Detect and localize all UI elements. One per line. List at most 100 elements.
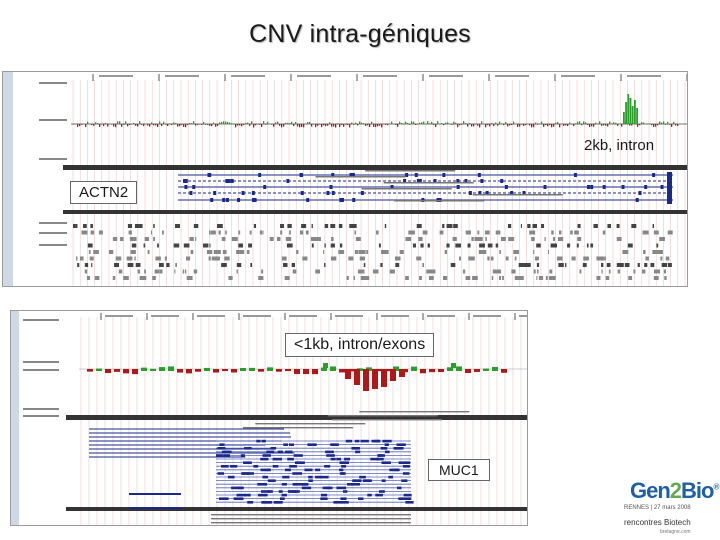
cgh-probe-bar bbox=[221, 121, 223, 125]
cgh-probe-bar bbox=[347, 124, 349, 126]
repeat-element bbox=[73, 224, 76, 228]
ruler-label-smudge bbox=[363, 75, 397, 77]
cgh-probe-bar bbox=[253, 124, 255, 128]
cgh-probe-bar bbox=[393, 123, 395, 125]
cgh-probe-bar bbox=[379, 124, 381, 126]
repeat-element bbox=[253, 224, 257, 228]
repeat-element bbox=[175, 263, 177, 267]
exon-block bbox=[342, 490, 348, 493]
repeat-element bbox=[622, 250, 628, 254]
cgh-probe-bar bbox=[213, 369, 219, 373]
repeat-element bbox=[302, 256, 308, 261]
cgh-probe-bar bbox=[141, 124, 143, 125]
exon-block bbox=[416, 179, 420, 183]
exon-block bbox=[359, 475, 366, 479]
cgh-probe-bar bbox=[511, 124, 513, 125]
repeat-element bbox=[643, 250, 646, 254]
ruler-label-smudge bbox=[105, 315, 133, 317]
repeat-element bbox=[324, 263, 326, 267]
exon-block bbox=[208, 173, 212, 177]
repeat-element bbox=[315, 269, 321, 274]
repeat-element bbox=[175, 224, 180, 228]
repeat-element bbox=[173, 243, 180, 248]
exon-block bbox=[382, 439, 392, 443]
cgh-probe-bar bbox=[315, 124, 317, 128]
cgh-probe-bar bbox=[161, 124, 163, 127]
cgh-gain-peak-bar bbox=[627, 94, 630, 124]
cgh-probe-bar bbox=[581, 124, 583, 126]
cgh-probe-bar bbox=[227, 121, 229, 125]
cgh-probe-bar bbox=[621, 124, 623, 127]
cgh-probe-bar bbox=[637, 124, 639, 127]
repeat-element bbox=[439, 230, 444, 235]
cgh-probe-bar bbox=[276, 369, 282, 372]
cgh-probe-bar bbox=[181, 124, 183, 125]
repeat-element bbox=[193, 269, 198, 274]
repeat-element bbox=[214, 256, 220, 261]
exon-block bbox=[192, 185, 196, 189]
repeat-element bbox=[236, 263, 242, 267]
exon-block bbox=[478, 191, 482, 195]
repeat-element bbox=[652, 250, 658, 254]
exon-block bbox=[331, 191, 335, 195]
cgh-probe-bar bbox=[313, 124, 315, 125]
cgh-probe-bar bbox=[240, 368, 246, 371]
cgh-probe-bar bbox=[225, 121, 227, 125]
repeat-element bbox=[354, 250, 358, 254]
cgh-probe-bar bbox=[215, 124, 217, 127]
repeat-element bbox=[258, 276, 264, 280]
repeat-element bbox=[222, 250, 227, 254]
cgh-probe-bar bbox=[81, 124, 83, 125]
cgh-probe-bar bbox=[339, 369, 345, 373]
cgh-probe-bar bbox=[291, 121, 293, 125]
cgh-probe-bar bbox=[461, 124, 463, 125]
cgh-probe-bar bbox=[211, 124, 213, 127]
cgh-probe-bar bbox=[85, 124, 87, 128]
cgh-probe-bar bbox=[417, 124, 419, 125]
exon-block bbox=[456, 185, 460, 189]
exon-block bbox=[233, 497, 244, 500]
cgh-probe-bar bbox=[456, 366, 462, 371]
cgh-probe-bar bbox=[407, 122, 409, 125]
repeat-element bbox=[127, 224, 133, 228]
cgh-probe-bar bbox=[213, 122, 215, 125]
repeat-element bbox=[195, 237, 197, 241]
cgh-probe-bar bbox=[595, 122, 597, 125]
cgh-probe-bar bbox=[537, 124, 539, 125]
cgh-probe-bar bbox=[129, 124, 131, 125]
exon-block bbox=[243, 461, 252, 464]
repeat-element bbox=[465, 276, 471, 280]
cgh-probe-bar bbox=[341, 124, 343, 126]
exon-block bbox=[266, 468, 271, 472]
cgh-probe-bar bbox=[189, 122, 191, 125]
cgh-probe-bar bbox=[571, 124, 573, 125]
repeat-element bbox=[495, 243, 499, 248]
repeat-element bbox=[536, 276, 538, 280]
cgh-probe-bar bbox=[312, 369, 318, 375]
repeat-element bbox=[533, 250, 535, 254]
cgh-probe-bar bbox=[455, 122, 457, 125]
cgh-loss-bar bbox=[363, 369, 369, 391]
repeat-element bbox=[338, 224, 343, 228]
cgh-probe-bar bbox=[289, 123, 291, 125]
repeat-element bbox=[450, 263, 456, 267]
repeat-element bbox=[299, 230, 304, 235]
repeat-element bbox=[79, 256, 84, 261]
cgh-probe-bar bbox=[279, 124, 281, 126]
exon-block bbox=[341, 472, 346, 475]
exon-block bbox=[402, 472, 410, 475]
cgh-probe-bar bbox=[671, 124, 673, 127]
cgh-gain-peak-bar bbox=[631, 106, 634, 124]
cgh-probe-bar bbox=[429, 369, 435, 373]
cgh-probe-bar bbox=[525, 124, 527, 126]
repeat-element bbox=[465, 230, 471, 235]
cgh-probe-bar bbox=[420, 369, 426, 374]
cgh-probe-bar bbox=[635, 123, 637, 125]
cgh-probe-bar bbox=[559, 124, 561, 128]
cgh-probe-bar bbox=[330, 366, 336, 371]
cgh-probe-bar bbox=[399, 121, 401, 125]
repeat-element bbox=[206, 250, 213, 254]
repeat-element bbox=[259, 230, 263, 235]
repeat-element bbox=[660, 256, 663, 261]
exon-block bbox=[308, 479, 313, 482]
